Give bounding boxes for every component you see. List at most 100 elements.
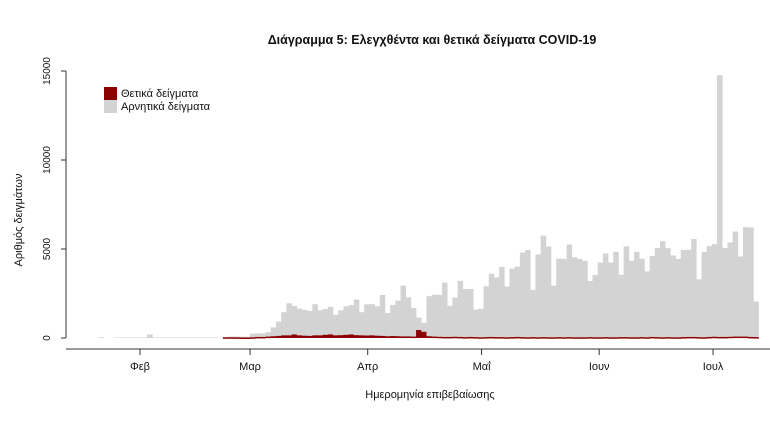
bar-negative bbox=[379, 294, 386, 336]
x-ticks: Φεβ Μαρ Απρ Μαΐ Ιουν Ιουλ bbox=[130, 349, 724, 373]
bar-positive bbox=[685, 336, 692, 339]
bar-positive bbox=[421, 331, 427, 338]
bar-positive bbox=[478, 337, 484, 339]
bar-negative bbox=[333, 314, 339, 336]
bar-positive bbox=[359, 335, 365, 338]
bar-positive bbox=[400, 336, 407, 338]
bar-negative bbox=[566, 244, 573, 338]
bar-negative bbox=[597, 262, 604, 338]
bar-negative bbox=[493, 277, 500, 338]
bar-negative bbox=[212, 337, 218, 338]
bar-positive bbox=[353, 335, 360, 338]
bar-negative bbox=[467, 288, 474, 337]
bar-negative bbox=[250, 333, 256, 338]
y-tick-label: 15000 bbox=[42, 57, 53, 85]
bar-negative bbox=[670, 255, 676, 338]
bar-positive bbox=[659, 337, 666, 339]
bar-positive bbox=[228, 337, 235, 339]
bar-positive bbox=[338, 335, 344, 338]
bar-positive bbox=[587, 337, 593, 339]
legend-swatch-positive bbox=[104, 87, 117, 100]
bar-positive bbox=[473, 337, 479, 339]
bar-negative bbox=[390, 304, 396, 337]
bar-positive bbox=[551, 337, 557, 339]
bar-positive bbox=[680, 337, 687, 339]
bar-positive bbox=[327, 334, 334, 338]
x-axis-label: Ημερομηνία επιβεβαίωσης bbox=[365, 389, 494, 401]
bar-positive bbox=[675, 337, 682, 339]
bar-positive bbox=[483, 337, 490, 339]
bar-positive bbox=[343, 334, 349, 338]
bar-positive bbox=[255, 336, 261, 339]
bar-positive bbox=[447, 336, 453, 339]
bar-negative bbox=[152, 337, 159, 338]
bar-negative bbox=[587, 281, 593, 338]
bar-positive bbox=[701, 337, 707, 339]
bar-negative bbox=[592, 274, 599, 338]
bar-positive bbox=[509, 337, 515, 339]
x-tick-label: Ιουλ bbox=[703, 361, 724, 373]
bar-negative bbox=[286, 303, 292, 336]
bar-negative bbox=[571, 257, 578, 338]
bar-negative bbox=[395, 300, 401, 337]
bar-negative bbox=[405, 297, 412, 337]
bar-positive bbox=[618, 337, 624, 339]
bar-negative bbox=[410, 308, 417, 337]
bar-negative bbox=[307, 310, 313, 336]
bar-negative bbox=[291, 305, 298, 335]
bar-positive bbox=[250, 337, 256, 339]
bar-negative bbox=[602, 253, 609, 338]
bar-negative bbox=[535, 254, 541, 338]
bar-negative bbox=[556, 258, 562, 338]
bar-positive bbox=[504, 337, 510, 339]
bar-positive bbox=[405, 336, 412, 338]
bar-negative bbox=[613, 251, 619, 338]
bar-negative bbox=[157, 337, 164, 338]
bar-positive bbox=[379, 335, 386, 338]
bar-negative bbox=[190, 337, 197, 338]
bar-negative bbox=[685, 249, 692, 337]
bar-negative bbox=[416, 317, 422, 330]
legend-swatch-negative bbox=[104, 100, 117, 113]
bar-positive bbox=[696, 337, 702, 339]
bar-negative bbox=[201, 337, 207, 338]
bar-negative bbox=[540, 235, 547, 338]
bar-negative bbox=[665, 248, 671, 338]
bar-negative bbox=[359, 312, 365, 336]
bar-negative bbox=[260, 333, 266, 337]
bar-negative bbox=[374, 306, 381, 336]
bar-positive bbox=[649, 336, 656, 339]
bar-positive bbox=[462, 337, 469, 339]
bar-negative bbox=[125, 337, 132, 338]
bar-positive bbox=[602, 337, 609, 339]
bar-negative bbox=[400, 285, 407, 337]
bar-negative bbox=[136, 337, 142, 338]
bar-positive bbox=[732, 336, 739, 339]
bar-positive bbox=[561, 337, 567, 339]
bar-positive bbox=[639, 337, 645, 339]
bar-positive bbox=[322, 334, 329, 338]
bar-positive bbox=[665, 337, 671, 339]
legend-label-negative: Αρνητικά δείγματα bbox=[121, 101, 211, 113]
bar-positive bbox=[301, 335, 308, 338]
bar-negative bbox=[276, 321, 282, 336]
bar-negative bbox=[561, 258, 567, 338]
bar-negative bbox=[473, 309, 479, 338]
bar-negative bbox=[659, 241, 666, 338]
legend-label-positive: Θετικά δείγματα bbox=[121, 88, 199, 100]
bar-negative bbox=[343, 306, 349, 335]
bar-positive bbox=[452, 336, 458, 339]
bar-positive bbox=[364, 335, 370, 338]
bar-positive bbox=[722, 336, 728, 339]
bar-negative bbox=[504, 286, 510, 338]
bar-negative bbox=[743, 227, 749, 337]
bar-negative bbox=[457, 280, 464, 337]
bar-negative bbox=[296, 308, 303, 336]
bar-negative bbox=[98, 337, 104, 338]
bar-positive bbox=[623, 337, 630, 339]
bar-negative bbox=[634, 251, 640, 338]
bar-negative bbox=[130, 337, 137, 338]
bar-negative bbox=[711, 244, 718, 337]
bar-positive bbox=[296, 335, 303, 338]
